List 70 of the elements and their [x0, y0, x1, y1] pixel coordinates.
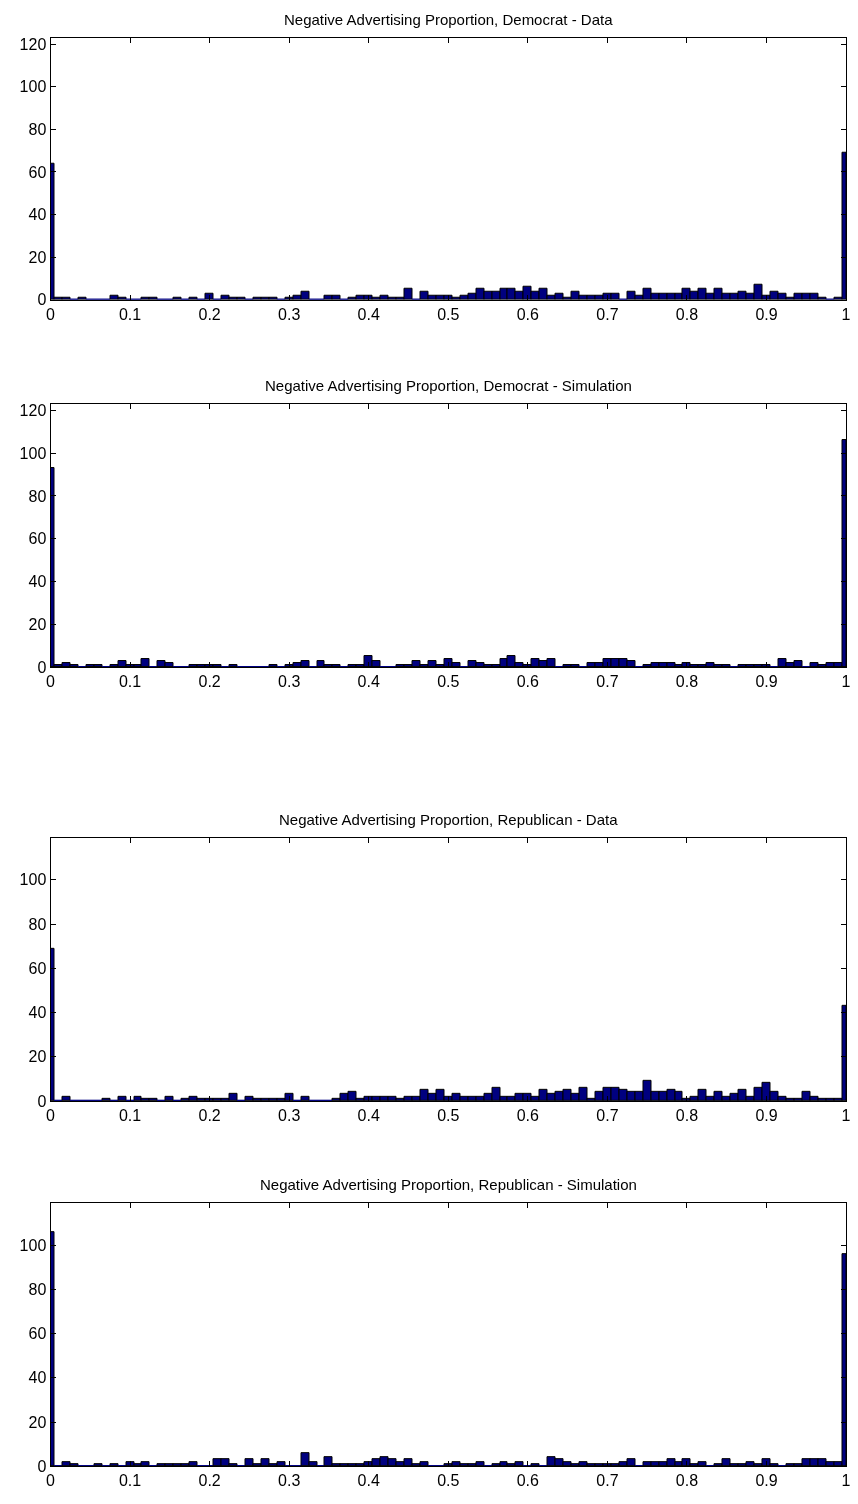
x-tick-label: 0.9 [755, 306, 778, 324]
x-tick-label: 0.1 [118, 673, 142, 691]
y-tick-label: 40 [28, 206, 47, 224]
chart-title: Negative Advertising Proportion, Democrat - Simulation [265, 377, 632, 394]
y-tick-label: 100 [19, 871, 47, 889]
x-tick-label: 0.2 [198, 673, 221, 691]
y-tick-label: 40 [28, 1369, 47, 1387]
y-tick-label: 20 [28, 1413, 47, 1431]
x-tick-label: 1 [841, 1107, 851, 1125]
x-tick-label: 0.1 [118, 1472, 142, 1490]
x-tick-label: 0.6 [516, 1107, 540, 1125]
y-tick-label: 80 [28, 120, 47, 138]
y-tick-label: 40 [28, 1004, 47, 1022]
y-tick-label: 20 [28, 248, 47, 266]
x-tick-label: 0.4 [357, 306, 380, 324]
x-tick-label: 0.7 [596, 306, 619, 324]
x-tick-label: 0.7 [596, 1472, 619, 1490]
x-tick-label: 0.4 [357, 1107, 380, 1125]
y-tick-label: 100 [19, 444, 47, 462]
chart-title: Negative Advertising Proportion, Republican - Simulation [260, 1176, 637, 1193]
x-tick-label: 0.6 [516, 673, 540, 691]
y-tick-label: 60 [28, 1325, 47, 1343]
x-tick-label: 0.7 [596, 1107, 619, 1125]
y-tick-label: 0 [37, 658, 47, 676]
y-tick-label: 20 [28, 615, 47, 633]
y-tick-label: 80 [28, 1280, 47, 1298]
x-tick-label: 1 [841, 1472, 851, 1490]
x-tick-label: 0.9 [755, 1472, 778, 1490]
x-tick-label: 0.8 [675, 1107, 699, 1125]
x-tick-label: 0.4 [357, 1472, 380, 1490]
y-tick-label: 0 [37, 291, 47, 309]
x-tick-label: 0.5 [437, 1107, 460, 1125]
x-tick-label: 0.6 [516, 306, 540, 324]
y-tick-label: 100 [19, 78, 47, 96]
y-tick-label: 60 [28, 530, 47, 548]
x-tick-label: 1 [841, 306, 851, 324]
y-tick-label: 120 [19, 35, 47, 53]
chart-title: Negative Advertising Proportion, Republican - Data [279, 811, 619, 828]
y-tick-label: 0 [37, 1457, 47, 1475]
x-tick-label: 0.5 [437, 673, 460, 691]
x-tick-label: 0.2 [198, 1472, 221, 1490]
x-tick-label: 0.8 [675, 1472, 699, 1490]
y-tick-label: 0 [37, 1092, 47, 1110]
x-tick-label: 0.8 [675, 673, 699, 691]
x-tick-label: 0.3 [278, 306, 301, 324]
x-tick-label: 0.9 [755, 1107, 778, 1125]
x-tick-label: 0.3 [278, 1107, 301, 1125]
x-tick-label: 0.2 [198, 1107, 221, 1125]
y-tick-label: 60 [28, 959, 47, 977]
y-tick-label: 100 [19, 1236, 47, 1254]
y-tick-label: 120 [19, 402, 47, 420]
x-tick-label: 0.4 [357, 673, 380, 691]
x-tick-label: 1 [841, 673, 851, 691]
x-tick-label: 0.2 [198, 306, 221, 324]
x-tick-label: 0.1 [118, 306, 142, 324]
x-tick-label: 0.3 [278, 673, 301, 691]
x-tick-label: 0.5 [437, 306, 460, 324]
x-tick-label: 0.3 [278, 1472, 301, 1490]
x-tick-label: 0.9 [755, 673, 778, 691]
x-tick-label: 0.8 [675, 306, 699, 324]
x-tick-label: 0.5 [437, 1472, 460, 1490]
x-tick-label: 0.6 [516, 1472, 540, 1490]
y-tick-label: 40 [28, 573, 47, 591]
chart-title: Negative Advertising Proportion, Democrat - Data [284, 11, 614, 28]
y-tick-label: 20 [28, 1048, 47, 1066]
x-tick-label: 0.1 [118, 1107, 142, 1125]
y-tick-label: 60 [28, 163, 47, 181]
y-tick-label: 80 [28, 915, 47, 933]
x-tick-label: 0.7 [596, 673, 619, 691]
y-tick-label: 80 [28, 487, 47, 505]
